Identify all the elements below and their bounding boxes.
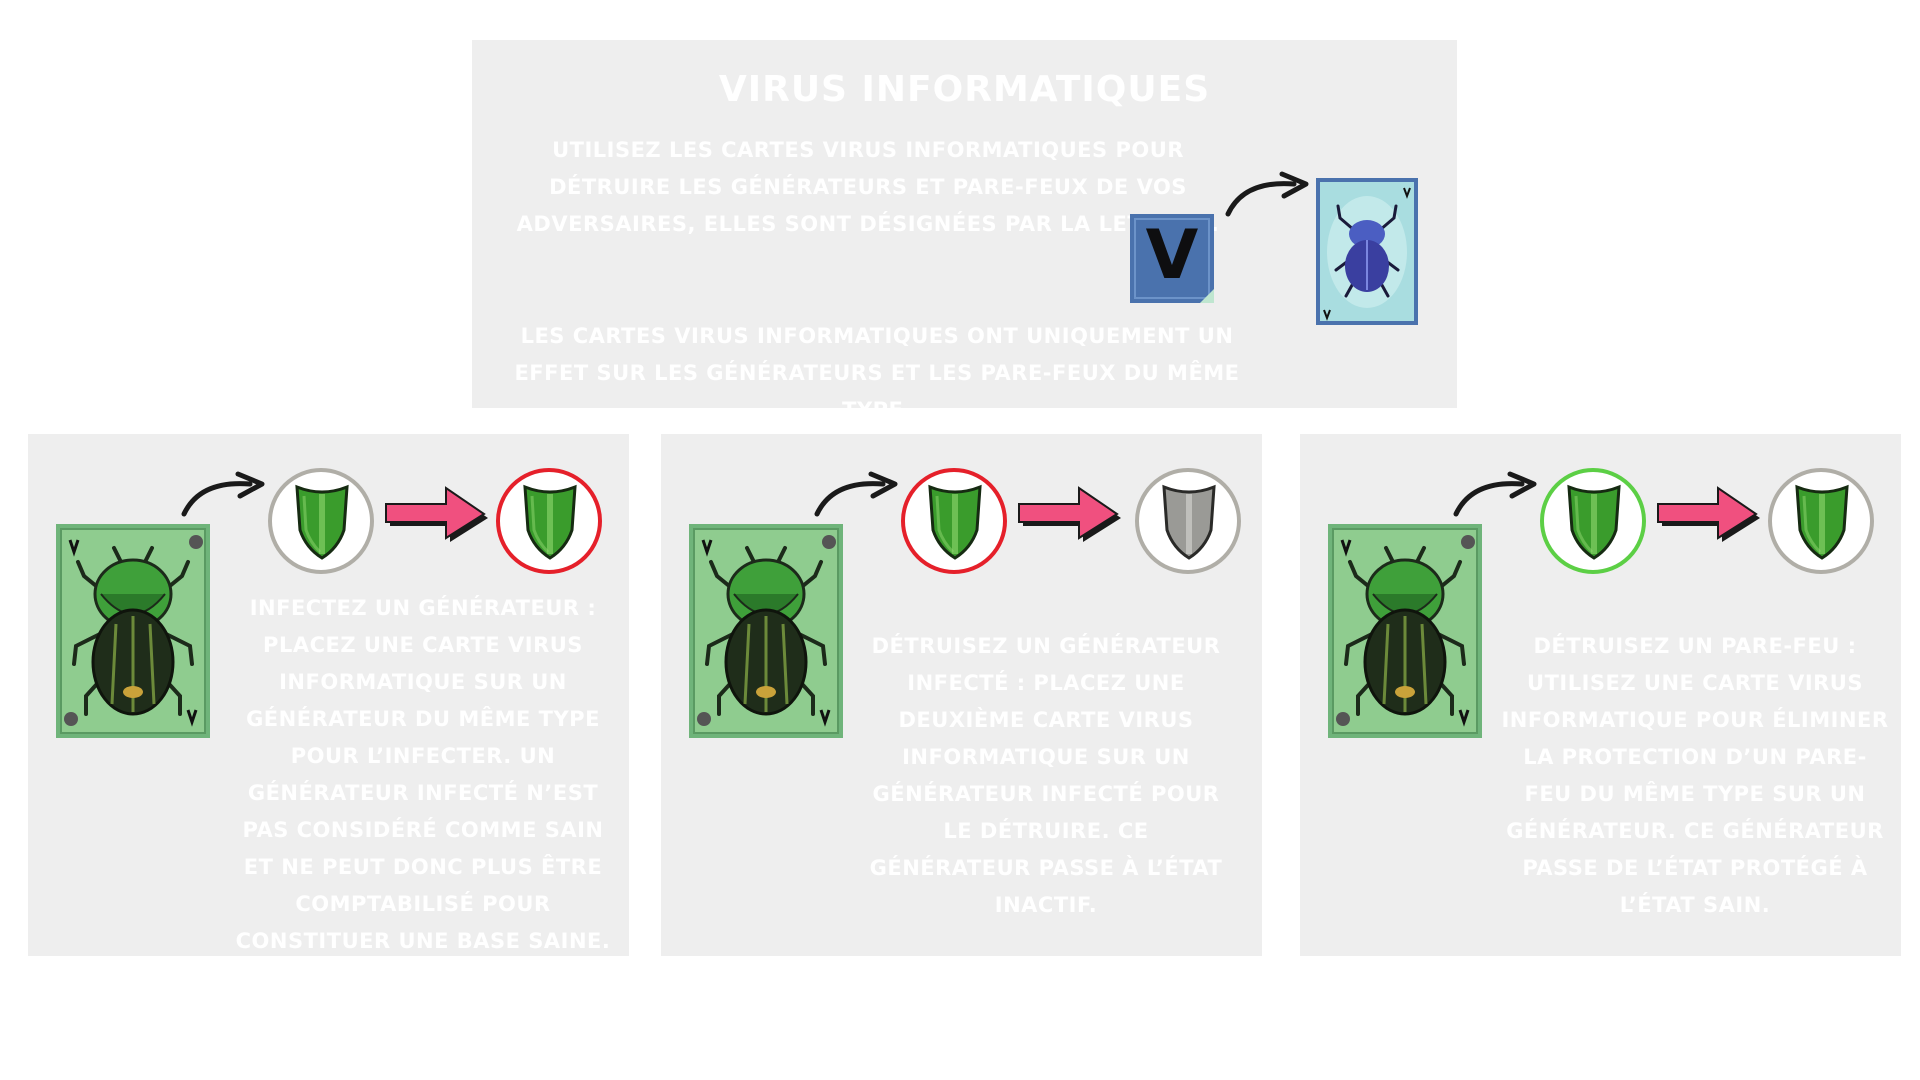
- pink-arrow-icon: [1656, 486, 1766, 546]
- letter-v: V: [1145, 216, 1199, 295]
- green-shield-icon: [1792, 482, 1852, 562]
- green-beetle-card: [689, 524, 843, 738]
- step-description: Détruisez un générateur infecté : placez…: [869, 634, 1223, 917]
- step-panel-infect: Infectez un générateur : placez une cart…: [28, 434, 629, 956]
- inactive-generator-ring: [1135, 468, 1241, 574]
- step-description: Infectez un générateur : placez une cart…: [235, 596, 611, 953]
- curved-arrow-icon: [813, 470, 903, 520]
- step-panel-destroy-firewall: Détruisez un pare-feu : utilisez une car…: [1300, 434, 1901, 956]
- curved-arrow-icon: [1452, 470, 1542, 520]
- intro-text: Utilisez les cartes virus informatiques …: [516, 138, 1220, 236]
- blue-beetle-card: [1316, 178, 1418, 325]
- generator-ring: [268, 468, 374, 574]
- step-panel-destroy-generator: Détruisez un générateur infecté : placez…: [661, 434, 1262, 956]
- curved-arrow-icon: [180, 470, 270, 520]
- green-shield-icon: [1564, 482, 1624, 562]
- pink-arrow-icon: [384, 486, 494, 546]
- green-shield-icon: [520, 482, 580, 562]
- green-beetle-card: [1328, 524, 1482, 738]
- protected-generator-ring: [1540, 468, 1646, 574]
- green-shield-icon: [925, 482, 985, 562]
- infected-generator-ring: [496, 468, 602, 574]
- page-title: Virus informatiques: [718, 69, 1211, 110]
- generator-ring: [1768, 468, 1874, 574]
- note-text: Les cartes virus informatiques ont uniqu…: [514, 324, 1240, 422]
- pink-arrow-icon: [1017, 486, 1127, 546]
- gray-shield-icon: [1159, 482, 1219, 562]
- header-panel: Virus informatiques Utilisez les cartes …: [472, 40, 1457, 422]
- letter-v-card: V: [1130, 214, 1214, 303]
- infected-generator-ring: [901, 468, 1007, 574]
- step-description: Détruisez un pare-feu : utilisez une car…: [1501, 634, 1889, 917]
- curved-arrow-icon: [1224, 170, 1314, 220]
- green-beetle-card: [56, 524, 210, 738]
- green-shield-icon: [292, 482, 352, 562]
